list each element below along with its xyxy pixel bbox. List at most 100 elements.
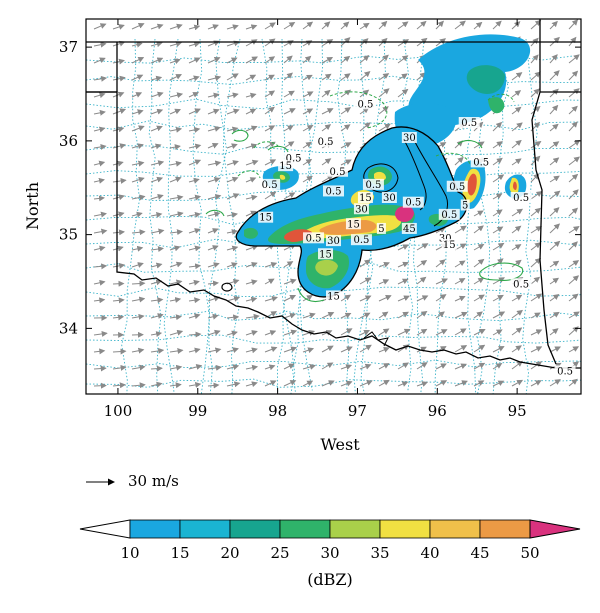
contour-label: 0.5 [513,193,529,204]
wind-vector [226,245,239,252]
x-tick-label: 100 [104,402,133,420]
y-axis-ticks: 37 36 35 34 [59,38,581,337]
wind-vector [207,211,221,218]
wind-vector [435,227,446,234]
county-line [86,378,581,388]
wind-vector [150,365,163,372]
wind-vector [93,109,106,116]
wind-vector [397,55,409,64]
wind-vector [321,57,334,64]
contour-label: 0.5 [449,182,465,193]
wind-vector [359,89,370,98]
wind-vector [112,262,126,269]
wind-vector [511,225,522,234]
wind-vector [169,245,181,252]
wind-vector [264,125,276,132]
wind-vector [207,194,222,200]
contour-label: 15 [259,213,272,224]
wind-vector [378,379,390,387]
contour-label-bg [326,165,348,177]
wind-vector [207,364,222,371]
wind-vector [112,245,124,252]
contour-label: 0.5 [318,137,334,148]
wind-vector [169,58,181,65]
wind-vector [264,159,277,166]
wind-vector [340,294,352,302]
wind-vector [549,207,560,217]
wind-vector [321,89,331,98]
vector-scale-label: 30 m/s [128,472,179,490]
wind-vector [207,160,222,167]
x-axis-label: West [320,435,360,454]
wind-vector [473,344,486,353]
wind-vector [283,312,297,319]
wind-vector [188,177,200,184]
wind-vector [207,329,221,336]
wind-vector [169,211,184,218]
wind-vector [131,143,144,150]
wind-vector [359,380,373,387]
wind-vector [112,348,127,355]
wind-vector [511,294,523,302]
wind-vector [302,312,316,319]
contour-label: 0.5 [306,233,322,244]
wind-vector [93,245,106,252]
wind-vector [188,263,202,270]
contour-label: 15 [359,193,372,204]
wind-vector [321,73,332,81]
wind-vector [378,73,390,81]
wind-vector [568,139,581,149]
wind-vector [397,295,410,302]
wind-vector [112,91,125,98]
wind-vector [568,311,580,319]
wind-vector [226,73,239,81]
wind-vector [416,243,429,251]
wind-vector [435,20,444,30]
wind-vector [321,158,332,166]
wind-vector [340,21,350,30]
wind-vector [378,328,390,336]
wind-vector [378,295,392,302]
wind-vector [112,314,125,321]
wind-vector [169,297,182,303]
wind-vector [169,176,182,183]
wind-vector [549,157,560,166]
contour-label: 30 [355,204,368,215]
wind-vector [188,126,201,133]
wind-vector [340,55,351,64]
wind-vector [340,124,351,132]
wind-vector [568,121,578,132]
wind-vector [245,296,258,303]
wind-vector [226,314,240,321]
wind-vector [302,347,315,354]
wind-vector [226,160,239,166]
wind-vector [226,92,239,99]
wind-vector [169,348,184,354]
wind-vector [150,347,165,354]
wind-vector [302,74,313,81]
wind-vector [530,329,543,336]
wind-vector [283,329,298,336]
wind-vector [245,159,259,166]
contour-label: 0.5 [405,198,421,209]
colorbar-tick-label: 40 [420,544,439,562]
wind-vector [131,125,145,132]
wind-vector [397,244,409,251]
wind-vector [492,329,503,336]
wind-vector [397,21,409,30]
wind-vector [549,223,561,234]
wind-vector [511,379,524,387]
wind-vector [283,363,295,370]
wind-vector [188,331,202,338]
wind-vector [397,311,409,319]
wind-vector [340,380,353,387]
wind-vector [93,365,107,372]
wind-vector [150,23,164,30]
wind-vector [321,362,334,370]
wind-vector [549,70,560,81]
wind-vector [568,70,579,81]
contour-label: 15 [443,240,456,251]
wind-vector [397,39,410,47]
wind-vector [207,280,219,287]
wind-vector [93,228,108,235]
